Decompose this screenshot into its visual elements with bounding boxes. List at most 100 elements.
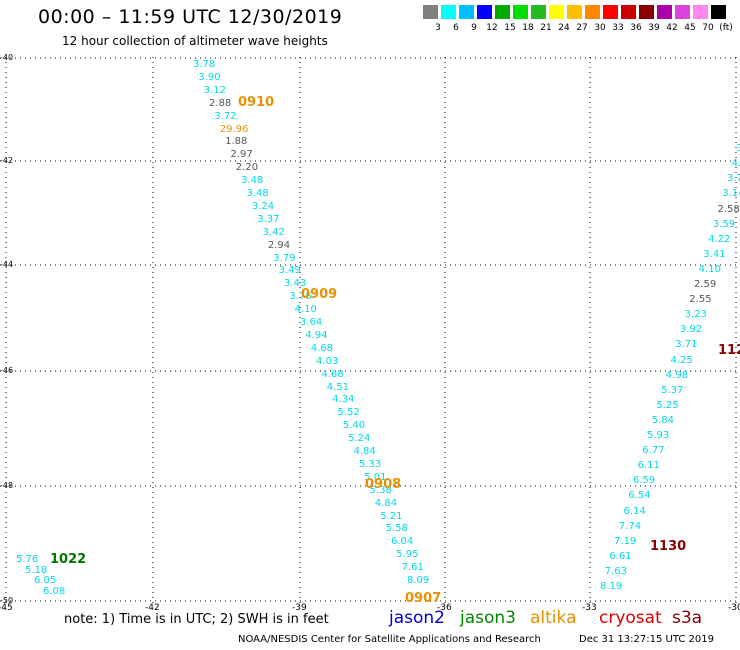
colorbar-swatch <box>675 5 690 19</box>
wave-height-value: 4.10 <box>698 263 721 275</box>
pass-time-label: 0910 <box>238 95 275 110</box>
wave-height-value: 5.58 <box>385 523 408 535</box>
wave-height-value: 3.90 <box>198 71 221 83</box>
colorbar-swatch <box>657 5 672 19</box>
wave-height-value: 3.48 <box>241 175 264 187</box>
map-subtitle: 12 hour collection of altimeter wave hei… <box>62 34 328 48</box>
wave-height-value: 3.76 <box>289 291 312 303</box>
wave-height-value: 29.96 <box>219 123 249 135</box>
colorbar-label: 12 <box>486 23 498 33</box>
colorbar-swatch <box>531 5 546 19</box>
lon-tick-label: -36 <box>437 603 452 613</box>
wave-height-value: 7.19 <box>614 535 637 547</box>
lat-tick-label: -48 <box>0 481 14 490</box>
wave-height-value: 5.18 <box>25 564 48 576</box>
wave-height-value: 3.43 <box>283 278 307 290</box>
colorbar-swatch <box>495 5 510 19</box>
wave-height-value: 4.25 <box>670 354 693 366</box>
wave-height-value: 7.61 <box>401 562 424 574</box>
colorbar-label: (ft) <box>719 23 733 33</box>
colorbar-label: 18 <box>522 23 534 33</box>
wave-height-value: 2.58 <box>717 203 740 215</box>
wave-height-value: 1.88 <box>225 136 248 148</box>
legend-item-s3a: s3a <box>672 608 703 628</box>
colorbar-label: 39 <box>648 23 660 33</box>
wave-height-value: 6.77 <box>642 445 665 457</box>
lat-tick-label: -40 <box>0 53 14 62</box>
colorbar-swatch <box>693 5 708 19</box>
colorbar-swatch <box>639 5 654 19</box>
colorbar-swatch <box>477 5 492 19</box>
colorbar-swatch <box>513 5 528 19</box>
colorbar-label: 70 <box>702 23 714 33</box>
lat-tick-label: -44 <box>0 260 14 269</box>
colorbar-label: 15 <box>504 23 516 33</box>
lon-tick-label: -33 <box>582 603 597 613</box>
wave-height-value: 4.22 <box>708 233 731 245</box>
wave-height-value: 5.40 <box>342 420 366 432</box>
lon-tick-label: -45 <box>0 603 13 613</box>
wave-height-value: 2.55 <box>689 294 712 306</box>
colorbar-label: 3 <box>435 23 441 33</box>
wave-height-value: 6.04 <box>390 536 414 548</box>
lon-tick-label: -39 <box>292 603 307 613</box>
wave-height-value: 5.93 <box>647 430 670 441</box>
colorbar-label: 6 <box>453 23 459 33</box>
wave-height-value: 3.48 <box>246 188 269 199</box>
wave-height-value: 3.59 <box>712 218 736 230</box>
pass-time-label: 112 <box>718 343 740 358</box>
wave-height-value: 3.78 <box>193 59 216 70</box>
wave-height-value: 4.03 <box>316 355 339 367</box>
map-plot-area: 3.78 3.90 3.12 2.88 3.72 29.96 1.88 2.97 2.20 3.4… <box>0 57 740 607</box>
lat-tick-label: -42 <box>0 156 14 165</box>
wave-height-value: 7.74 <box>618 520 642 532</box>
wave-height-value: 8.09 <box>407 575 430 586</box>
pass-time-label: 0909 <box>301 287 338 302</box>
wave-height-value: 6.54 <box>628 490 651 502</box>
wave-height-value: 4.10 <box>294 304 317 316</box>
colorbar-swatch <box>603 5 618 19</box>
wave-height-value: 5.25 <box>656 399 679 411</box>
colorbar-label: 33 <box>612 23 624 33</box>
wave-height-value: 5.95 <box>396 549 419 561</box>
colorbar-swatch <box>621 5 636 19</box>
wave-height-value: 4.68 <box>310 342 333 354</box>
wave-height-value: 5.24 <box>348 433 371 445</box>
colorbar-swatch <box>711 5 726 19</box>
pass-time-label: 1022 <box>50 552 87 567</box>
wave-height-value: 3.79 <box>273 252 296 264</box>
wave-height-value: 5.01 <box>364 471 387 483</box>
lat-tick-label: -46 <box>0 366 14 375</box>
wave-height-value: 5.21 <box>380 510 403 522</box>
wave-height-value: 5.33 <box>358 458 382 470</box>
wave-height-value: 4.8 <box>731 158 740 170</box>
wave-height-value: 2.97 <box>230 149 253 161</box>
wave-height-value: 4.98 <box>665 369 689 381</box>
pass-time-label: 0907 <box>405 591 442 606</box>
wave-height-value: 6.11 <box>637 460 660 472</box>
colorbar-label: 42 <box>666 23 678 33</box>
wave-height-value: 6.05 <box>34 575 57 586</box>
wave-height-value: 8.19 <box>600 581 623 592</box>
wave-height-value: 5.76 <box>16 554 39 565</box>
colorbar-swatch <box>549 5 564 19</box>
wave-height-value: 4.68 <box>321 368 344 380</box>
wave-height-value: 2.20 <box>235 162 259 174</box>
wave-height-value: 4.84 <box>374 497 398 509</box>
wave-height-value: 3.49 <box>278 265 301 277</box>
wave-height-value: 2.94 <box>267 239 291 251</box>
wave-height-value: 3.75 <box>726 173 740 185</box>
colorbar-label: 36 <box>630 23 642 33</box>
wave-height-value: 2.59 <box>694 279 717 290</box>
colorbar-swatch <box>441 5 456 19</box>
lon-tick-label: -42 <box>145 603 160 613</box>
wave-height-value: 6.61 <box>609 550 632 562</box>
colorbar-swatch <box>567 5 582 19</box>
wave-height-value: 3.72 <box>214 110 237 122</box>
wave-height-value: 3.41 <box>703 248 726 260</box>
wave-height-value: 3.71 <box>675 339 698 351</box>
legend-item-jason2: jason2 <box>389 608 445 628</box>
wave-height-value: 5.38 <box>369 484 392 496</box>
wave-height-value: 5.37 <box>661 384 684 396</box>
wave-height-value: 3.64 <box>300 317 323 328</box>
